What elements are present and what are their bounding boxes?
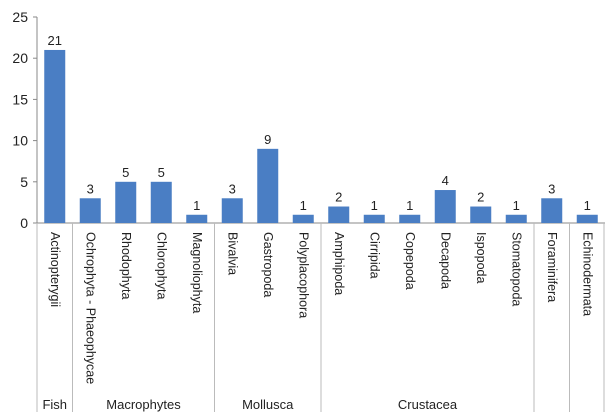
bar-value-label: 1: [513, 198, 520, 213]
category-label: Stomatopoda: [509, 232, 523, 306]
bar: [576, 214, 598, 223]
bar: [328, 206, 350, 223]
category-label: Foraminifera: [545, 232, 559, 302]
bar: [257, 148, 279, 223]
category-label: Chlorophyta: [154, 232, 168, 299]
y-tick-label: 0: [20, 215, 28, 231]
bar-value-label: 3: [548, 181, 555, 196]
bar: [150, 181, 172, 223]
y-tick-label: 25: [12, 9, 28, 25]
y-tick-label: 5: [20, 174, 28, 190]
bar-value-label: 3: [87, 181, 94, 196]
category-label: Polyplacophora: [296, 232, 310, 318]
y-tick-label: 20: [12, 50, 28, 66]
bar-value-label: 1: [193, 198, 200, 213]
bar-value-label: 5: [158, 165, 165, 180]
category-label: Copepoda: [403, 232, 417, 290]
bar-value-label: 9: [264, 132, 271, 147]
bar: [470, 206, 492, 223]
category-label: Actinopterygii: [48, 232, 62, 307]
category-label: Gastropoda: [261, 232, 275, 297]
bar: [399, 214, 421, 223]
category-label: Cirripida: [367, 232, 381, 279]
category-label: Rhodophyta: [119, 232, 133, 299]
bar-value-label: 1: [584, 198, 591, 213]
category-label: Bivalvia: [225, 232, 239, 275]
bar: [115, 181, 137, 223]
group-label: Crustacea: [398, 397, 458, 412]
bar: [363, 214, 385, 223]
group-label: Fish: [42, 397, 67, 412]
category-label: Ochrophyta - Phaeophycae: [83, 232, 97, 384]
bar: [292, 214, 314, 223]
bar-value-label: 1: [300, 198, 307, 213]
y-tick-label: 15: [12, 91, 28, 107]
group-label: Mollusca: [242, 397, 294, 412]
bar-value-label: 5: [122, 165, 129, 180]
group-label: Macrophytes: [106, 397, 181, 412]
category-label: Ispopoda: [474, 232, 488, 283]
bar-value-label: 3: [229, 181, 236, 196]
y-tick-label: 10: [12, 133, 28, 149]
bar-value-label: 1: [371, 198, 378, 213]
bar: [541, 198, 563, 223]
category-label: Echinodermata: [580, 232, 594, 316]
bar-value-label: 4: [442, 173, 449, 188]
category-label: Magnoliophyta: [190, 232, 204, 313]
bar: [505, 214, 527, 223]
category-label: Decapoda: [438, 232, 452, 289]
bar-value-label: 2: [477, 190, 484, 205]
category-label: Amphipoda: [332, 232, 346, 295]
bar: [221, 198, 243, 223]
bar: [79, 198, 101, 223]
bar: [434, 190, 456, 223]
bar: [186, 214, 208, 223]
bar-value-label: 21: [48, 33, 62, 48]
bar-value-label: 2: [335, 190, 342, 205]
bar-value-label: 1: [406, 198, 413, 213]
bar: [44, 49, 66, 224]
